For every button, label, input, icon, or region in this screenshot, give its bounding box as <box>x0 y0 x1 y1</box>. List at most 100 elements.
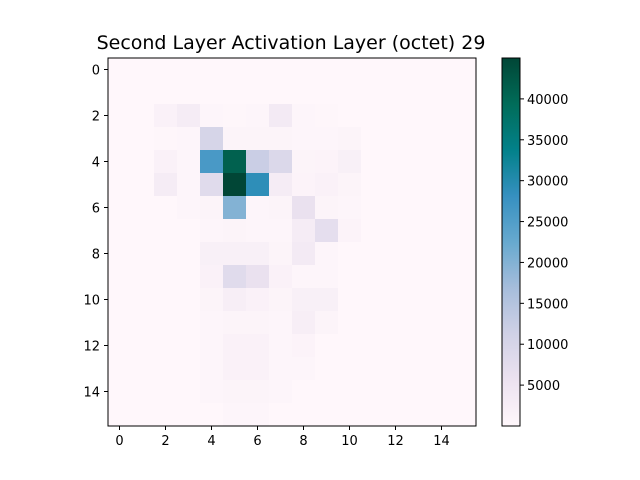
heatmap-cell <box>223 104 247 128</box>
heatmap-cell <box>453 81 477 105</box>
heatmap-cell <box>154 104 178 128</box>
heatmap-cell <box>177 196 201 220</box>
heatmap-cell <box>131 288 155 312</box>
heatmap-cell <box>292 311 316 335</box>
heatmap-cell <box>131 81 155 105</box>
heatmap-cell <box>269 81 293 105</box>
heatmap-cell <box>361 334 385 358</box>
heatmap-cell <box>223 127 247 151</box>
heatmap-cell <box>407 150 431 174</box>
heatmap-cell <box>177 127 201 151</box>
heatmap-cell <box>292 219 316 243</box>
heatmap-cell <box>223 288 247 312</box>
heatmap-cell <box>292 173 316 197</box>
heatmap-cell <box>269 403 293 427</box>
heatmap-cell <box>338 150 362 174</box>
heatmap-cell <box>315 196 339 220</box>
heatmap-cell <box>223 380 247 404</box>
colorbar-tick-label: 5000 <box>527 379 560 394</box>
heatmap-cell <box>131 265 155 289</box>
heatmap-cell <box>177 357 201 381</box>
x-tick-label: 14 <box>433 434 450 449</box>
heatmap-cell <box>453 173 477 197</box>
heatmap-cell <box>292 150 316 174</box>
heatmap-cell <box>384 380 408 404</box>
heatmap-cell <box>384 150 408 174</box>
heatmap-cell <box>177 81 201 105</box>
chart-title: Second Layer Activation Layer (octet) 29 <box>97 32 486 54</box>
y-tick-label: 2 <box>92 110 100 125</box>
heatmap-cell <box>361 150 385 174</box>
heatmap-cell <box>200 127 224 151</box>
heatmap-cell <box>384 219 408 243</box>
heatmap-cell <box>246 242 270 266</box>
heatmap-cell <box>108 81 132 105</box>
heatmap-cell <box>108 403 132 427</box>
heatmap-cell <box>338 334 362 358</box>
heatmap-cell <box>223 311 247 335</box>
heatmap-cell <box>453 311 477 335</box>
heatmap-cell <box>407 334 431 358</box>
heatmap-cell <box>315 380 339 404</box>
heatmap-cell <box>453 242 477 266</box>
heatmap-cell <box>361 265 385 289</box>
y-tick-label: 4 <box>92 156 100 171</box>
heatmap-cell <box>338 288 362 312</box>
heatmap-cell <box>292 380 316 404</box>
heatmap-cell <box>131 357 155 381</box>
heatmap-cell <box>407 311 431 335</box>
heatmap-cell <box>407 104 431 128</box>
heatmap-cell <box>269 219 293 243</box>
heatmap-cell <box>361 380 385 404</box>
heatmap-cell <box>430 403 454 427</box>
heatmap-cell <box>407 127 431 151</box>
heatmap-cell <box>338 104 362 128</box>
heatmap-cell <box>292 288 316 312</box>
heatmap-cell <box>177 380 201 404</box>
heatmap-cell <box>246 380 270 404</box>
heatmap-cell <box>200 357 224 381</box>
heatmap-cell <box>453 357 477 381</box>
heatmap-cell <box>338 380 362 404</box>
heatmap-cell <box>177 58 201 82</box>
heatmap-cell <box>315 357 339 381</box>
x-axis: 0 2 4 6 8 10 12 14 <box>115 426 450 449</box>
heatmap-cell <box>131 58 155 82</box>
heatmap-cell <box>338 196 362 220</box>
heatmap-cell <box>430 150 454 174</box>
heatmap-cell <box>223 219 247 243</box>
heatmap-cell <box>315 127 339 151</box>
heatmap-cell <box>108 58 132 82</box>
heatmap-cell <box>453 219 477 243</box>
heatmap-cell <box>430 380 454 404</box>
heatmap-cell <box>292 81 316 105</box>
heatmap-cell <box>108 242 132 266</box>
heatmap-cell <box>269 288 293 312</box>
colorbar-tick-label: 15000 <box>527 297 568 312</box>
heatmap-cell <box>177 173 201 197</box>
y-tick-label: 0 <box>92 64 100 79</box>
heatmap-cell <box>246 357 270 381</box>
heatmap-cell <box>223 81 247 105</box>
heatmap-cell <box>131 380 155 404</box>
heatmap-cell <box>246 81 270 105</box>
x-tick-label: 6 <box>253 434 261 449</box>
heatmap-cells <box>108 58 477 427</box>
colorbar-tick-label: 35000 <box>527 134 568 149</box>
heatmap-cell <box>430 104 454 128</box>
heatmap-cell <box>154 288 178 312</box>
heatmap-cell <box>407 58 431 82</box>
heatmap-cell <box>223 196 247 220</box>
heatmap-cell <box>384 196 408 220</box>
heatmap-cell <box>384 242 408 266</box>
heatmap-cell <box>338 311 362 335</box>
heatmap-cell <box>154 403 178 427</box>
heatmap-cell <box>177 403 201 427</box>
heatmap-cell <box>361 173 385 197</box>
heatmap-cell <box>453 127 477 151</box>
heatmap-cell <box>200 311 224 335</box>
heatmap-cell <box>361 219 385 243</box>
y-tick-label: 8 <box>92 248 100 263</box>
heatmap-cell <box>384 403 408 427</box>
heatmap-cell <box>200 403 224 427</box>
